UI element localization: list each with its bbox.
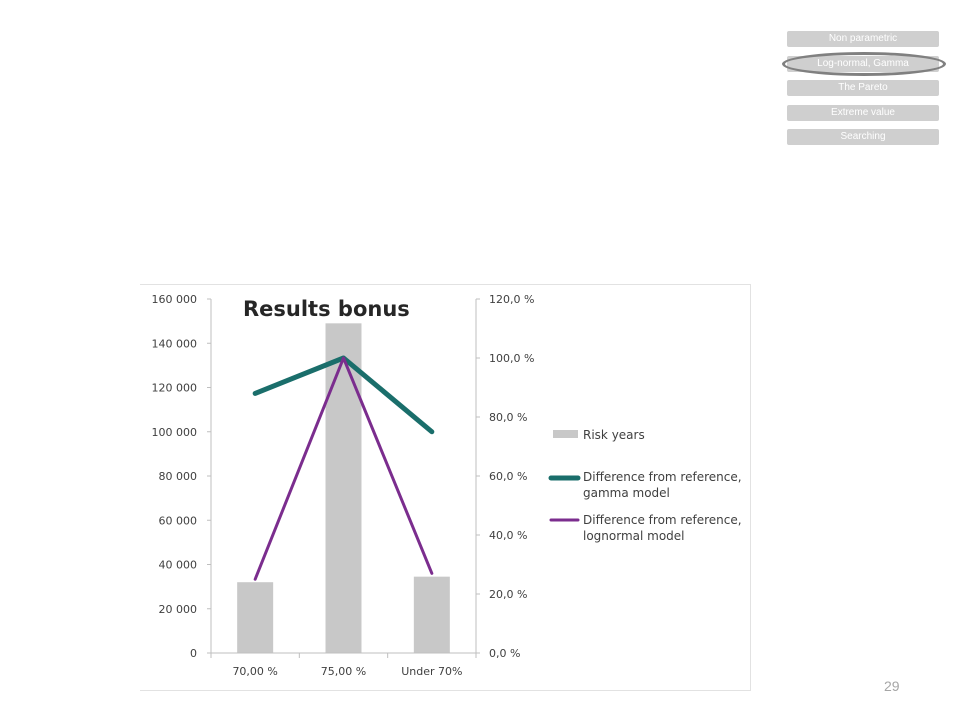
right-tick-label: 100,0 % <box>489 352 534 365</box>
legend-label-gamma: Difference from reference, gamma model <box>583 470 742 500</box>
right-tick-label: 20,0 % <box>489 588 527 601</box>
legend-swatch-risk-years <box>553 430 578 438</box>
left-tick-label: 40 000 <box>159 559 198 572</box>
legend-label-risk-years: Risk years <box>583 428 645 442</box>
nav-item-extreme-value[interactable]: Extreme value <box>787 105 939 121</box>
right-tick-label: 40,0 % <box>489 529 527 542</box>
left-tick-label: 160 000 <box>152 293 198 306</box>
right-tick-label: 0,0 % <box>489 647 520 660</box>
x-tick-label: 75,00 % <box>321 665 366 678</box>
legend-label-lognormal: Difference from reference, lognormal mode… <box>583 513 742 543</box>
nav-item-searching[interactable]: Searching <box>787 129 939 145</box>
legend: Risk years Difference from reference, gamm… <box>548 428 742 543</box>
left-y-axis: 0 20 000 40 000 60 000 80 000 100 000 120 000 1… <box>152 293 212 660</box>
chart-title: Results bonus <box>243 297 410 321</box>
nav-item-log-normal-gamma[interactable]: Log-normal, Gamma <box>787 56 939 72</box>
line-lognormal-model <box>253 356 434 581</box>
bar-3 <box>413 576 450 653</box>
left-tick-label: 60 000 <box>159 514 198 527</box>
nav-item-non-parametric[interactable]: Non parametric <box>787 31 939 47</box>
x-axis: 70,00 % 75,00 % Under 70% <box>210 652 477 678</box>
right-tick-label: 80,0 % <box>489 411 527 424</box>
bar-1 <box>237 582 274 653</box>
page-number: 29 <box>884 678 900 694</box>
bar-2 <box>325 323 362 653</box>
left-tick-label: 20 000 <box>159 603 198 616</box>
right-tick-label: 60,0 % <box>489 470 527 483</box>
left-tick-label: 80 000 <box>159 470 198 483</box>
x-tick-label: 70,00 % <box>232 665 277 678</box>
right-tick-label: 120,0 % <box>489 293 534 306</box>
right-y-axis: 0,0 % 20,0 % 40,0 % 60,0 % 80,0 % 100,0 % 120,… <box>475 293 534 660</box>
x-tick-label: Under 70% <box>401 665 462 678</box>
chart-frame <box>140 284 751 691</box>
bar-series-risk-years <box>237 323 450 653</box>
left-tick-label: 100 000 <box>152 426 198 439</box>
nav-item-the-pareto[interactable]: The Pareto <box>787 80 939 96</box>
line-series <box>252 355 435 581</box>
left-tick-label: 140 000 <box>152 337 198 350</box>
left-tick-label: 0 <box>190 647 197 660</box>
left-tick-label: 120 000 <box>152 382 198 395</box>
